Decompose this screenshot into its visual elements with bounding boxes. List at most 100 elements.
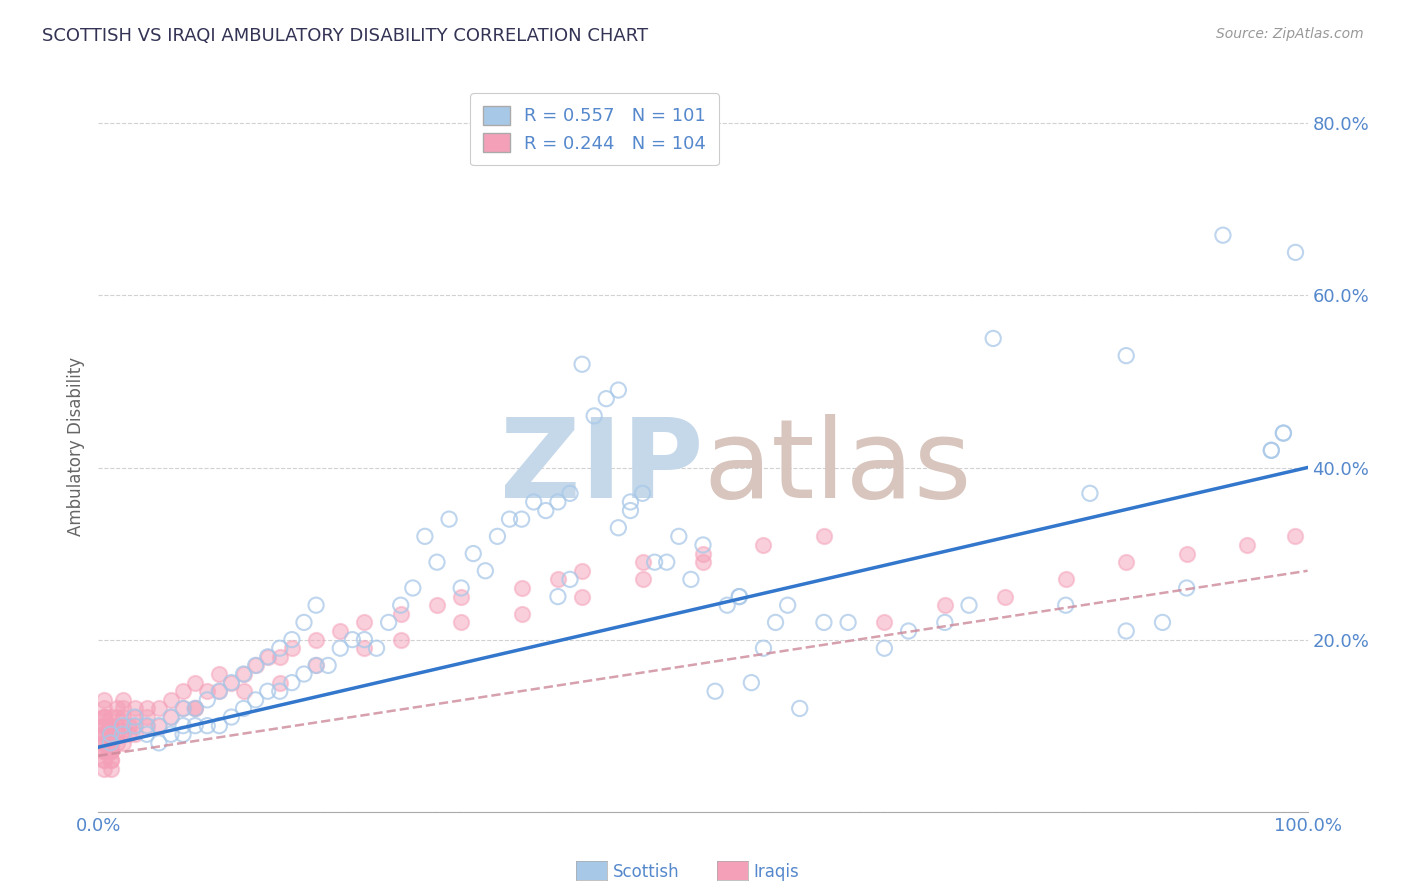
Point: [93, 719, 115, 733]
Point: [135, 710, 157, 724]
Point: [655, 555, 678, 569]
Point: [437, 512, 460, 526]
Text: Source: ZipAtlas.com: Source: ZipAtlas.com: [1216, 27, 1364, 41]
Point: [523, 495, 546, 509]
Point: [269, 641, 291, 656]
Point: [93, 701, 115, 715]
Point: [366, 641, 388, 656]
Point: [534, 503, 557, 517]
Point: [957, 598, 980, 612]
Point: [172, 684, 194, 698]
Point: [1272, 426, 1295, 441]
Point: [245, 658, 267, 673]
Point: [583, 409, 606, 423]
Point: [752, 641, 775, 656]
Point: [105, 736, 128, 750]
Point: [93, 736, 115, 750]
Point: [93, 710, 115, 724]
Point: [93, 736, 115, 750]
Point: [353, 641, 375, 656]
Point: [208, 684, 231, 698]
Point: [692, 538, 714, 552]
Point: [752, 538, 775, 552]
Point: [813, 615, 835, 630]
Point: [269, 684, 291, 698]
Point: [389, 598, 412, 612]
Point: [100, 727, 122, 741]
Point: [111, 727, 134, 741]
Point: [450, 615, 472, 630]
Point: [100, 736, 122, 750]
Point: [245, 693, 267, 707]
Point: [232, 684, 254, 698]
Point: [148, 719, 170, 733]
Point: [195, 719, 218, 733]
Point: [160, 727, 183, 741]
Point: [595, 392, 617, 406]
Point: [389, 632, 412, 647]
Point: [619, 495, 641, 509]
Point: [342, 632, 364, 647]
Point: [873, 615, 896, 630]
Point: [934, 598, 956, 612]
Point: [93, 762, 115, 776]
Point: [450, 581, 472, 595]
Point: [765, 615, 787, 630]
Text: ZIP: ZIP: [499, 415, 703, 522]
Point: [281, 675, 304, 690]
Point: [100, 719, 122, 733]
Point: [897, 624, 920, 638]
Point: [934, 615, 956, 630]
Point: [256, 649, 278, 664]
Point: [389, 607, 412, 621]
Text: atlas: atlas: [703, 415, 972, 522]
Point: [118, 727, 141, 741]
Point: [135, 727, 157, 741]
Point: [1260, 443, 1282, 458]
Point: [93, 744, 115, 758]
Point: [679, 573, 702, 587]
Point: [1272, 426, 1295, 441]
Point: [692, 547, 714, 561]
Point: [100, 727, 122, 741]
Point: [160, 710, 183, 724]
Point: [93, 753, 115, 767]
Point: [105, 727, 128, 741]
Point: [148, 719, 170, 733]
Point: [547, 573, 569, 587]
Point: [135, 701, 157, 715]
Point: [93, 727, 115, 741]
Point: [269, 649, 291, 664]
Point: [100, 736, 122, 750]
Point: [692, 555, 714, 569]
Point: [172, 701, 194, 715]
Point: [305, 632, 328, 647]
Point: [124, 719, 146, 733]
Point: [1078, 486, 1101, 500]
Point: [571, 590, 593, 604]
Point: [1152, 615, 1174, 630]
Point: [172, 727, 194, 741]
Point: [353, 615, 375, 630]
Point: [1175, 581, 1198, 595]
Point: [184, 675, 207, 690]
Point: [740, 675, 762, 690]
Point: [716, 598, 738, 612]
Y-axis label: Ambulatory Disability: Ambulatory Disability: [66, 357, 84, 535]
Point: [184, 719, 207, 733]
Point: [305, 658, 328, 673]
Text: Iraqis: Iraqis: [754, 863, 800, 881]
Point: [135, 719, 157, 733]
Point: [994, 590, 1017, 604]
Point: [631, 486, 654, 500]
Point: [1284, 529, 1306, 543]
Point: [426, 555, 449, 569]
Point: [668, 529, 690, 543]
Point: [1054, 573, 1077, 587]
Point: [292, 615, 315, 630]
Point: [93, 727, 115, 741]
Point: [316, 658, 339, 673]
Point: [111, 693, 134, 707]
Point: [510, 512, 533, 526]
Point: [837, 615, 859, 630]
